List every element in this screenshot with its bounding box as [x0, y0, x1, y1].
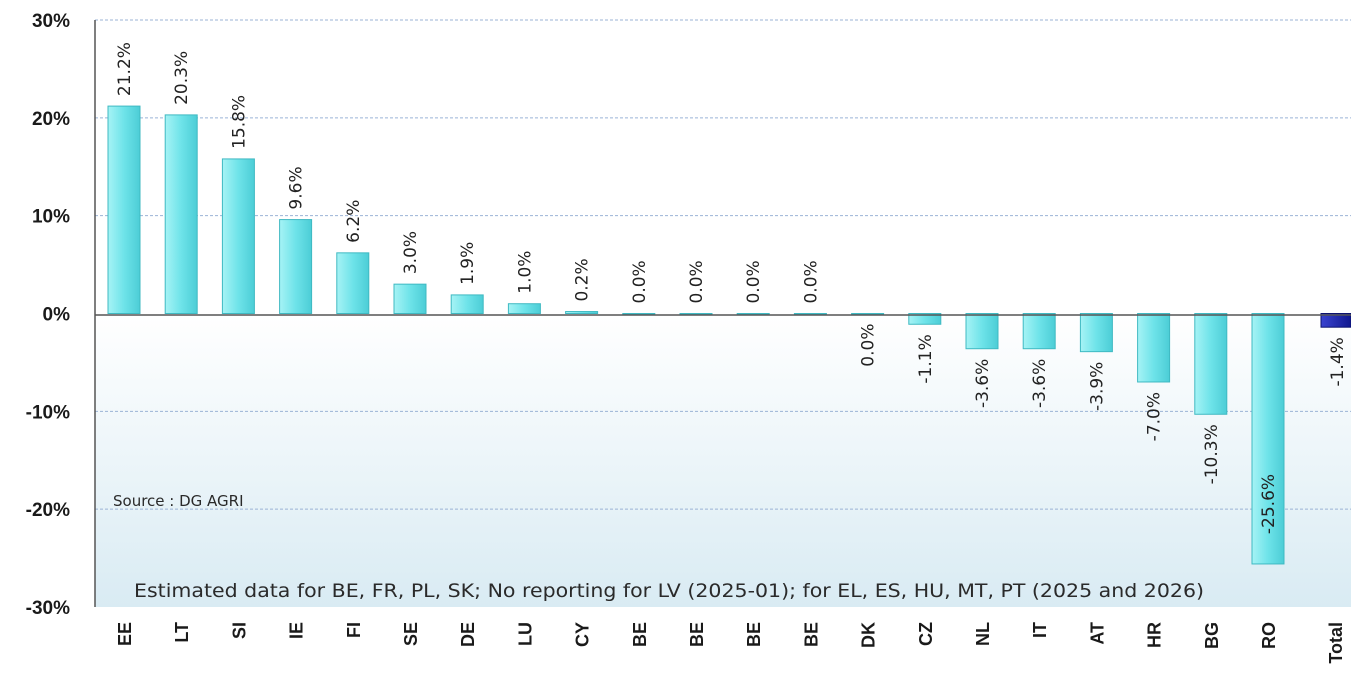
- bar: [679, 313, 713, 315]
- x-tick-label: CZ: [916, 622, 936, 646]
- bar: [450, 294, 484, 314]
- bar: [1022, 313, 1056, 350]
- data-label: -1.4%: [1328, 337, 1348, 386]
- bar: [279, 219, 313, 314]
- data-label: 0.0%: [744, 260, 764, 303]
- x-tick-label: BE: [687, 622, 707, 647]
- bar: [221, 158, 255, 314]
- data-label: 0.0%: [630, 260, 650, 303]
- gridlines: [95, 19, 1351, 510]
- bar: [1251, 313, 1285, 565]
- x-tick-label: LU: [515, 622, 535, 646]
- y-tick-label: 0%: [43, 305, 71, 326]
- data-label: 6.2%: [344, 200, 364, 243]
- data-label: 9.6%: [287, 166, 307, 209]
- bar: [793, 313, 827, 315]
- x-tick-label: AT: [1087, 622, 1107, 645]
- data-label: 0.0%: [687, 260, 707, 303]
- bar: [622, 313, 656, 315]
- data-label: -1.1%: [916, 334, 936, 383]
- data-labels: 21.2% 20.3% 15.8% 9.6% 6.2% 3.0% 1.9% 1.0% 0.2% 0…: [115, 42, 1348, 534]
- x-tick-label: RO: [1259, 622, 1279, 649]
- x-axis-ticks: EE LT SI IE FI SE DE LU CY BE BE BE BE DK CZ NL IT AT HR BG…: [115, 622, 1346, 664]
- x-tick-label: BG: [1202, 622, 1222, 649]
- source-note: Source : DG AGRI: [113, 492, 244, 510]
- bar: [908, 313, 942, 325]
- data-label: -3.9%: [1087, 362, 1107, 411]
- y-axis-ticks: 30% 20% 10% 0% -10% -20% -30%: [26, 11, 70, 619]
- y-tick-label: -20%: [26, 500, 70, 521]
- bar: [336, 252, 370, 315]
- data-label: 3.0%: [401, 231, 421, 274]
- x-tick-label: SI: [229, 622, 249, 639]
- data-label: 1.9%: [458, 242, 478, 285]
- data-label: -7.0%: [1145, 392, 1165, 441]
- x-tick-label: Total: [1326, 622, 1346, 664]
- bar: [1320, 313, 1351, 328]
- x-tick-label: LT: [172, 622, 192, 643]
- bar: [1137, 313, 1171, 383]
- x-tick-label: DK: [859, 622, 879, 648]
- bar: [507, 303, 541, 315]
- x-tick-label: HR: [1145, 622, 1165, 648]
- data-label: -10.3%: [1202, 424, 1222, 484]
- data-label: 0.0%: [859, 324, 879, 367]
- data-label: -3.6%: [1030, 359, 1050, 408]
- data-label: 1.0%: [515, 251, 535, 294]
- y-tick-label: 10%: [32, 207, 70, 228]
- bar: [1079, 313, 1113, 353]
- y-tick-label: 20%: [32, 109, 70, 130]
- x-tick-label: SE: [401, 622, 421, 646]
- x-tick-label: NL: [973, 622, 993, 646]
- data-label: 0.2%: [573, 258, 593, 301]
- data-label: 21.2%: [115, 42, 135, 96]
- bar: [164, 114, 198, 314]
- data-label: 20.3%: [172, 51, 192, 105]
- y-tick-label: -30%: [26, 598, 70, 619]
- x-tick-label: BE: [744, 622, 764, 647]
- bar: [565, 311, 599, 315]
- bar: [393, 283, 427, 314]
- data-label: 0.0%: [801, 260, 821, 303]
- data-label: -3.6%: [973, 359, 993, 408]
- x-tick-label: EE: [115, 622, 135, 646]
- bar: [851, 313, 885, 315]
- x-tick-label: BE: [630, 622, 650, 647]
- y-tick-label: 30%: [32, 11, 70, 32]
- bar: [1194, 313, 1228, 415]
- data-label: 15.8%: [229, 95, 249, 149]
- bar: [107, 105, 141, 314]
- bars: [107, 105, 1351, 565]
- x-tick-label: IE: [287, 622, 307, 639]
- x-tick-label: IT: [1030, 622, 1050, 638]
- bar: [965, 313, 999, 350]
- footnote: Estimated data for BE, FR, PL, SK; No re…: [134, 580, 1204, 602]
- bar: [736, 313, 770, 315]
- y-tick-label: -10%: [26, 402, 70, 423]
- x-tick-label: DE: [458, 622, 478, 647]
- x-tick-label: BE: [801, 622, 821, 647]
- x-tick-label: FI: [344, 622, 364, 638]
- data-label: -25.6%: [1259, 474, 1279, 534]
- x-tick-label: CY: [573, 622, 593, 647]
